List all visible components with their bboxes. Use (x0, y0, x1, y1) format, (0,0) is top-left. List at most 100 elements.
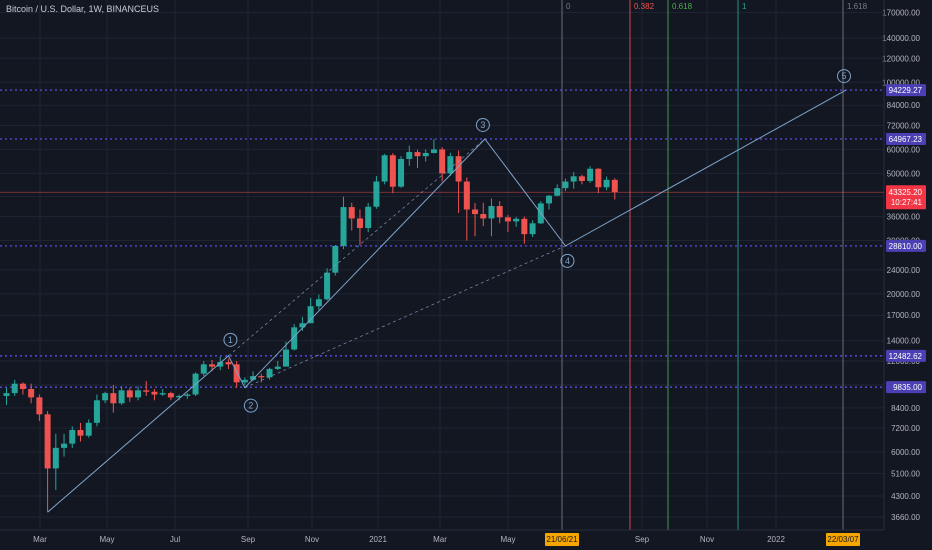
level-price-label: 9835.00 (893, 383, 922, 392)
x-tick-label: Nov (700, 535, 714, 544)
y-tick-label: 60000.00 (887, 145, 921, 154)
wave-label: 1 (228, 335, 233, 345)
x-tick-label: Sep (241, 535, 256, 544)
candle-body (332, 245, 339, 273)
y-tick-label: 72000.00 (887, 121, 921, 130)
level-price-label-bg (886, 239, 926, 252)
candle-body (430, 149, 437, 153)
wave-2-4-trendline (244, 245, 566, 389)
candle-body (381, 155, 388, 182)
candle-body (356, 218, 363, 229)
candle-body (611, 179, 618, 193)
candle-body (28, 388, 35, 398)
candle-body (504, 217, 511, 222)
candle-body (61, 443, 68, 448)
grid-lines (0, 0, 884, 530)
candle-body (299, 323, 306, 328)
x-tick-label: Jul (170, 535, 180, 544)
candle-body (69, 430, 76, 444)
candle-body (151, 391, 158, 395)
time-axis[interactable]: Mar May Jul Sep Nov 2021 Mar May Sep Nov 2022 21/06… (0, 529, 884, 546)
candle-body (315, 299, 322, 307)
candle-body (398, 158, 405, 187)
y-tick-label: 84000.00 (887, 101, 921, 110)
wave-label: 4 (565, 256, 570, 266)
candle-body (554, 188, 561, 196)
fib-time-label: 0 (566, 2, 571, 11)
level-price-label: 12482.62 (889, 352, 923, 361)
y-tick-label: 120000.00 (882, 54, 920, 63)
candle-body (19, 383, 26, 389)
candle-body (570, 176, 577, 182)
candle-body (603, 179, 610, 188)
y-tick-label: 8400.00 (891, 404, 920, 413)
candle-body (209, 364, 215, 367)
y-tick-label: 3660.00 (891, 513, 920, 522)
wave-polyline (47, 89, 847, 513)
y-tick-label: 7200.00 (891, 424, 920, 433)
candle-body (595, 168, 602, 188)
horizontal-levels (0, 89, 884, 388)
candle-body (521, 218, 528, 235)
date-label-bg (545, 533, 579, 546)
x-tick-label: Nov (305, 535, 319, 544)
date-label: 22/03/07 (827, 535, 859, 544)
price-axis[interactable]: 170000.00 140000.00 120000.00 100000.00 8400… (882, 0, 926, 530)
candle-body (126, 390, 133, 398)
candle-body (184, 394, 191, 396)
bar-countdown-label: 10:27:41 (891, 198, 923, 207)
fib-time-label: 1.618 (847, 2, 868, 11)
candle-body (578, 176, 585, 181)
y-tick-label: 50000.00 (887, 169, 921, 178)
candle-body (85, 422, 92, 436)
candle-body (480, 214, 487, 219)
candle-body (587, 168, 594, 181)
y-tick-label: 5100.00 (891, 470, 920, 479)
date-label-bg (826, 533, 860, 546)
fib-time-label: 0.618 (672, 2, 693, 11)
candle-body (200, 364, 207, 374)
x-tick-label: May (500, 535, 515, 544)
elliott-wave-drawing[interactable]: 1 2 3 4 5 (47, 69, 851, 513)
level-price-label-bg (886, 132, 926, 145)
candle-body (36, 397, 43, 415)
x-tick-label: Sep (635, 535, 650, 544)
candle-body (93, 400, 100, 423)
x-tick-label: May (99, 535, 114, 544)
candle-body (3, 393, 10, 396)
level-price-label: 94229.27 (889, 86, 923, 95)
wave-label-circle (560, 253, 575, 268)
y-tick-label: 14000.00 (887, 337, 921, 346)
candle-body (472, 209, 479, 215)
candle-body (439, 149, 446, 174)
y-tick-label: 100000.00 (882, 78, 920, 87)
date-label: 21/06/21 (546, 535, 578, 544)
candle-body (373, 181, 380, 207)
candle-body (406, 152, 413, 159)
candle-body (513, 218, 520, 222)
y-tick-label: 17000.00 (887, 311, 921, 320)
candle-body (110, 393, 117, 404)
candle-body (488, 206, 495, 219)
candle-body (118, 390, 125, 404)
candle-body (529, 223, 536, 235)
candle-body (52, 447, 59, 469)
x-tick-label: 2021 (369, 535, 387, 544)
candle-body (340, 207, 347, 246)
candle-body (176, 395, 183, 398)
candle-body (274, 366, 281, 369)
candle-body (44, 414, 51, 469)
candle-body (389, 155, 396, 187)
candle-body (266, 368, 273, 378)
candle-body (241, 379, 248, 383)
candle-body (167, 393, 174, 398)
candle-body (225, 362, 232, 365)
candle-body (447, 156, 454, 174)
wave-label-circle (837, 69, 851, 84)
candle-body (217, 362, 224, 367)
wave-1-3-trendline (228, 138, 486, 357)
y-tick-label: 6000.00 (891, 448, 920, 457)
fib-time-label: 1 (742, 2, 747, 11)
candle-body (307, 306, 314, 324)
